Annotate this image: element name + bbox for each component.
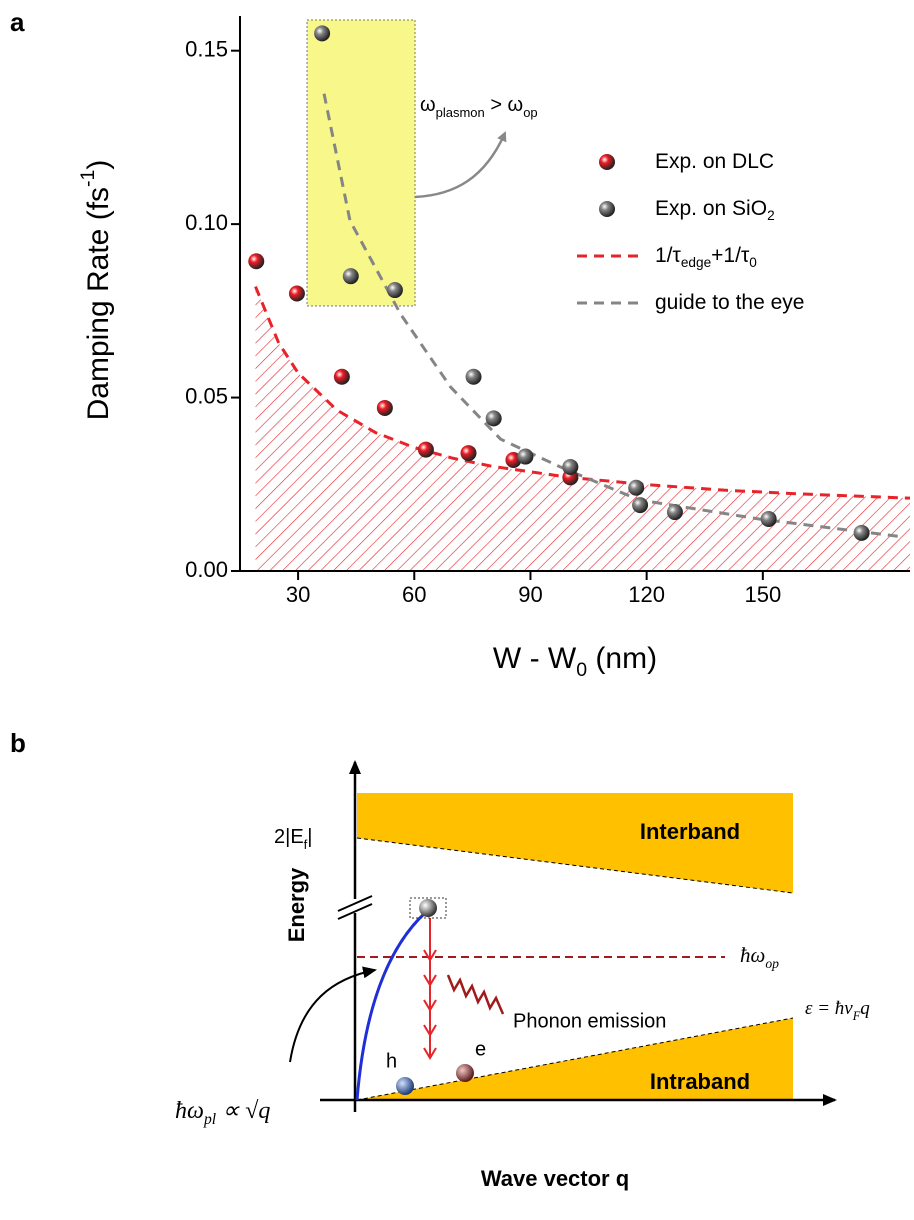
subscript: 2 bbox=[767, 208, 775, 223]
data-point bbox=[376, 399, 393, 416]
plasmon-dispersion bbox=[355, 910, 428, 1101]
plasmon-pointer bbox=[289, 966, 377, 1063]
data-point bbox=[417, 441, 434, 458]
legend-label: guide to the eye bbox=[655, 291, 804, 314]
x-tick-label: 30 bbox=[286, 582, 310, 607]
data-point bbox=[505, 452, 522, 468]
data-point bbox=[248, 253, 265, 270]
data-point bbox=[465, 368, 482, 385]
legend-label: 1/τedge+1/τ0 bbox=[655, 244, 757, 271]
text-run: +1/τ bbox=[711, 244, 750, 267]
y-tick-label: 0.05 bbox=[185, 383, 228, 408]
curve bbox=[322, 93, 899, 538]
axis-break bbox=[337, 895, 373, 912]
hole-label: h bbox=[386, 1050, 397, 1072]
hole bbox=[396, 1077, 414, 1095]
subscript: pl bbox=[203, 1111, 216, 1128]
data-point bbox=[760, 510, 777, 527]
text-run: > ω bbox=[485, 94, 523, 116]
highlight-box bbox=[306, 19, 416, 307]
data-point bbox=[485, 410, 502, 427]
x-tick-label: 150 bbox=[744, 582, 781, 607]
data-point bbox=[562, 458, 579, 475]
annotation-arrow bbox=[414, 131, 507, 199]
text-run: 2|E bbox=[274, 826, 304, 848]
x-axis-label: W - W0 (nm) bbox=[493, 642, 657, 681]
superscript: -1 bbox=[77, 170, 99, 187]
phonon-wave bbox=[446, 974, 505, 1015]
curve bbox=[254, 285, 910, 500]
axis-break bbox=[337, 903, 373, 920]
legend-marker bbox=[599, 154, 615, 170]
text-run: 1/τ bbox=[655, 244, 682, 267]
subscript: F bbox=[852, 1009, 861, 1023]
text-run: Exp. on DLC bbox=[655, 150, 774, 173]
legend-marker bbox=[599, 201, 615, 217]
electron-marker-box bbox=[409, 897, 447, 919]
electron bbox=[456, 1064, 474, 1082]
y-tick-label: 0.00 bbox=[185, 557, 228, 582]
energy-label: Energy bbox=[284, 867, 309, 942]
data-point bbox=[314, 25, 331, 42]
intraband-label: Intraband bbox=[650, 1069, 750, 1094]
data-point bbox=[460, 445, 477, 462]
y-tick-label: 0.10 bbox=[185, 210, 228, 235]
phonon-emission-label: Phonon emission bbox=[513, 1010, 666, 1032]
subscript: f bbox=[304, 837, 308, 852]
data-point bbox=[632, 497, 649, 514]
x-tick-label: 60 bbox=[402, 582, 426, 607]
panel-label: b bbox=[10, 728, 26, 758]
text-run: ω bbox=[420, 94, 436, 116]
fermi-label: 2|Ef| bbox=[274, 826, 313, 852]
subscript: edge bbox=[681, 255, 711, 270]
text-run: ∝ √q bbox=[216, 1098, 270, 1124]
hatched-area bbox=[255, 286, 910, 571]
subscript: 0 bbox=[576, 659, 587, 681]
wavevector-label: Wave vector q bbox=[481, 1166, 629, 1191]
subscript: 0 bbox=[749, 255, 757, 270]
text-run: (nm) bbox=[587, 642, 657, 675]
text-run: q bbox=[860, 998, 870, 1019]
text-run: Damping Rate (fs bbox=[82, 187, 115, 420]
data-point bbox=[628, 479, 645, 496]
y-tick-label: 0.15 bbox=[185, 37, 228, 62]
text-run: ) bbox=[82, 160, 115, 170]
text-run: W - W bbox=[493, 642, 577, 675]
interband-region bbox=[357, 793, 793, 893]
phonon-energy-label: ħωop bbox=[740, 943, 779, 971]
y-axis-label: Damping Rate (fs-1) bbox=[77, 160, 115, 421]
subscript: op bbox=[523, 105, 537, 120]
x-tick-label: 90 bbox=[518, 582, 542, 607]
text-run: guide to the eye bbox=[655, 291, 804, 314]
legend-label: Exp. on DLC bbox=[655, 150, 774, 173]
data-point bbox=[517, 448, 534, 465]
data-point bbox=[288, 285, 305, 302]
dispersion-line bbox=[356, 1017, 794, 1101]
excited-electron bbox=[419, 899, 437, 917]
text-run: | bbox=[307, 826, 312, 848]
decay-arrowheads bbox=[423, 949, 437, 1060]
subscript: op bbox=[765, 956, 779, 971]
text-run: ε = ħv bbox=[805, 998, 853, 1019]
data-point bbox=[666, 504, 683, 521]
electron-label: e bbox=[475, 1038, 486, 1060]
plot-area bbox=[248, 19, 910, 571]
x-tick-label: 120 bbox=[628, 582, 665, 607]
subscript: plasmon bbox=[436, 105, 485, 120]
interband-label: Interband bbox=[640, 819, 740, 844]
interband-edge bbox=[356, 837, 794, 894]
legend-label: Exp. on SiO2 bbox=[655, 197, 775, 224]
data-point bbox=[853, 524, 870, 541]
text-run: ħω bbox=[740, 943, 765, 967]
dispersion-label: ε = ħvFq bbox=[805, 998, 870, 1022]
data-point bbox=[333, 368, 350, 385]
plasmon-label: ħωpl ∝ √q bbox=[175, 1098, 270, 1129]
data-point bbox=[386, 282, 403, 299]
text-run: ħω bbox=[175, 1098, 204, 1124]
text-run: Exp. on SiO bbox=[655, 197, 767, 220]
panel-label: a bbox=[10, 7, 25, 37]
data-point bbox=[342, 268, 359, 285]
annotation: ωplasmon > ωop bbox=[420, 94, 538, 120]
